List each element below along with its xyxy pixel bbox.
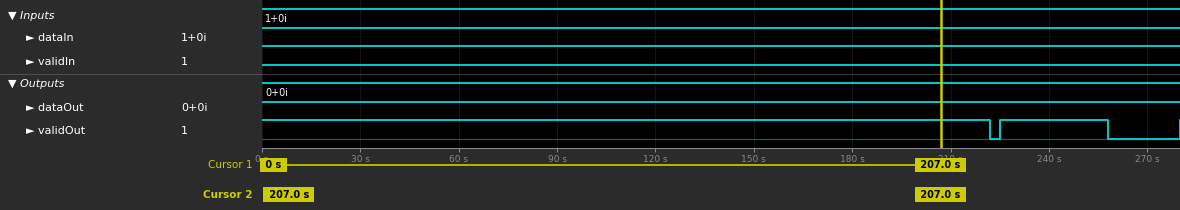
Text: 1+0i: 1+0i [181, 33, 208, 43]
Text: 1: 1 [181, 126, 188, 136]
Text: 0+0i: 0+0i [181, 103, 208, 113]
Text: 1: 1 [181, 57, 188, 67]
Text: ► dataOut: ► dataOut [26, 103, 84, 113]
Text: 207.0 s: 207.0 s [917, 189, 964, 200]
Text: ► validOut: ► validOut [26, 126, 85, 136]
Text: Cursor 1: Cursor 1 [208, 160, 253, 170]
Text: 0+0i: 0+0i [266, 88, 288, 97]
Text: 1+0i: 1+0i [266, 13, 288, 24]
Text: 207.0 s: 207.0 s [266, 189, 313, 200]
Text: 207.0 s: 207.0 s [917, 160, 964, 170]
Text: 0 s: 0 s [262, 160, 284, 170]
Text: ► dataIn: ► dataIn [26, 33, 74, 43]
Text: ► validIn: ► validIn [26, 57, 76, 67]
Text: Cursor 2: Cursor 2 [203, 189, 253, 200]
Text: ▼ Inputs: ▼ Inputs [8, 10, 54, 21]
Text: ▼ Outputs: ▼ Outputs [8, 79, 64, 89]
